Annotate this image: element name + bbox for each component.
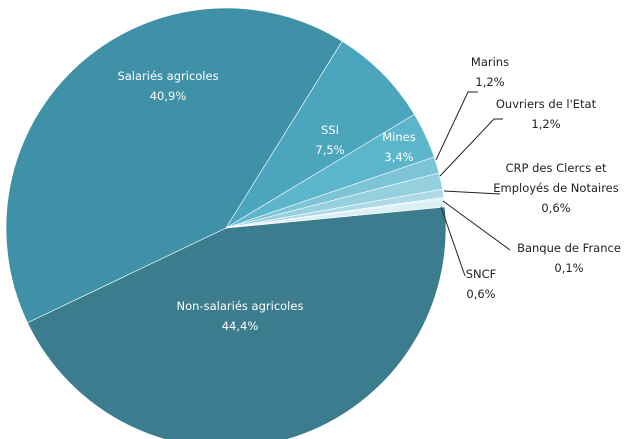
value-label: 7,5% (315, 143, 345, 157)
leader-line (435, 91, 478, 161)
slice-label: CRP des Clercs et Employés de Notaires 0,… (481, 158, 631, 218)
category-name: SNCF (465, 267, 497, 281)
pie-slice (225, 40, 415, 229)
slice-label: Salariés agricoles 40,9% (117, 66, 218, 106)
category-name: Non-salariés agricoles (176, 299, 304, 313)
category-name: CRP des Clercs et Employés de Notaires (493, 161, 619, 195)
leader-line (442, 200, 511, 251)
slice-label: Mines 3,4% (382, 127, 415, 167)
value-label: 0,1% (554, 261, 584, 275)
value-label: 0,6% (541, 201, 571, 215)
category-name: Marins (470, 55, 510, 69)
leader-line (439, 118, 503, 177)
category-name: Banque de France (517, 241, 621, 255)
leader-line (440, 206, 466, 277)
value-label: 3,4% (384, 150, 414, 164)
category-name: Ouvriers de l'Etat (495, 97, 597, 111)
category-name: SSI (321, 123, 339, 137)
value-label: 40,9% (149, 89, 187, 103)
pie-slice (27, 206, 447, 439)
slice-label: SNCF 0,6% (466, 264, 497, 304)
value-label: 1,2% (531, 117, 561, 131)
slice-label: Marins 1,2% (471, 52, 509, 92)
slice-label: Non-salariés agricoles 44,4% (177, 296, 304, 336)
value-label: 44,4% (221, 319, 259, 333)
value-label: 0,6% (466, 287, 496, 301)
slice-label: Ouvriers de l'Etat 1,2% (496, 94, 596, 134)
category-name: Mines (382, 130, 416, 144)
pie-slice (5, 7, 343, 324)
leader-line (443, 190, 501, 195)
value-label: 1,2% (475, 75, 505, 89)
slice-label: SSI 7,5% (315, 120, 344, 160)
pie-slice (225, 198, 446, 229)
slice-label: Banque de France 0,1% (517, 238, 621, 278)
category-name: Salariés agricoles (117, 69, 219, 83)
